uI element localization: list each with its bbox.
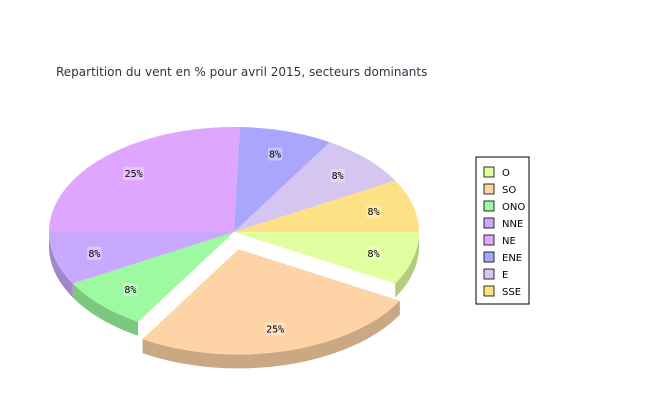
- slice-side-so: [142, 300, 400, 369]
- legend-swatch-ono: [483, 200, 495, 212]
- slice-so: [142, 249, 400, 355]
- legend-label-e: E: [502, 270, 508, 281]
- slice-label-e: 8%: [332, 171, 344, 182]
- slice-label-bg-ne: [123, 167, 144, 181]
- slice-side-ono: [72, 283, 139, 336]
- slice-label-bg-nne: [87, 246, 102, 260]
- legend-label-ene: ENE: [502, 253, 522, 264]
- slice-ono: [72, 232, 235, 322]
- slice-label-sse: 8%: [368, 207, 380, 218]
- legend-swatch-sse: [483, 285, 495, 297]
- legend-swatch-ene: [483, 251, 495, 263]
- legend-box: [475, 156, 530, 305]
- slice-label-o: 8%: [368, 249, 380, 260]
- pie-slices: [49, 127, 419, 355]
- legend-label-so: SO: [502, 185, 516, 196]
- slice-side-o: [395, 232, 419, 298]
- slice-e: [234, 142, 396, 232]
- slice-ene: [234, 127, 330, 232]
- legend-swatch-nne: [483, 217, 495, 229]
- legend-label-ne: NE: [502, 236, 516, 247]
- slice-label-nne: 8%: [88, 249, 100, 260]
- legend-swatch-e: [483, 268, 495, 280]
- slice-label-bg-sse: [366, 205, 381, 219]
- slice-label-bg-ono: [123, 282, 138, 296]
- slice-label-ne: 25%: [125, 169, 143, 180]
- slice-label-bg-e: [330, 169, 345, 183]
- slice-nne: [49, 232, 234, 284]
- legend-swatch-ne: [483, 234, 495, 246]
- legend-label-ono: ONO: [502, 202, 525, 213]
- legend-swatch-o: [483, 166, 495, 178]
- slice-label-ono: 8%: [124, 285, 136, 296]
- chart-title: Repartition du vent en % pour avril 2015…: [56, 65, 427, 79]
- slice-sse: [234, 180, 419, 232]
- slice-label-bg-so: [264, 322, 286, 336]
- slice-side-nne: [49, 232, 73, 298]
- legend-label-sse: SSE: [502, 287, 521, 298]
- pie-labels: 8% 25% 8% 8% 25% 8% 8% 8%: [87, 147, 381, 336]
- legend-label-nne: NNE: [502, 219, 523, 230]
- slice-o: [234, 232, 419, 284]
- slice-label-ene: 8%: [269, 149, 281, 160]
- slice-ne: [49, 127, 240, 232]
- legend-swatch-so: [483, 183, 495, 195]
- slice-label-so: 25%: [266, 325, 284, 336]
- slice-label-bg-o: [366, 246, 381, 260]
- slice-label-bg-ene: [267, 147, 283, 161]
- chart-legend: O SO ONO NNE NE ENE E SSE: [475, 156, 530, 305]
- legend-label-o: O: [502, 168, 510, 179]
